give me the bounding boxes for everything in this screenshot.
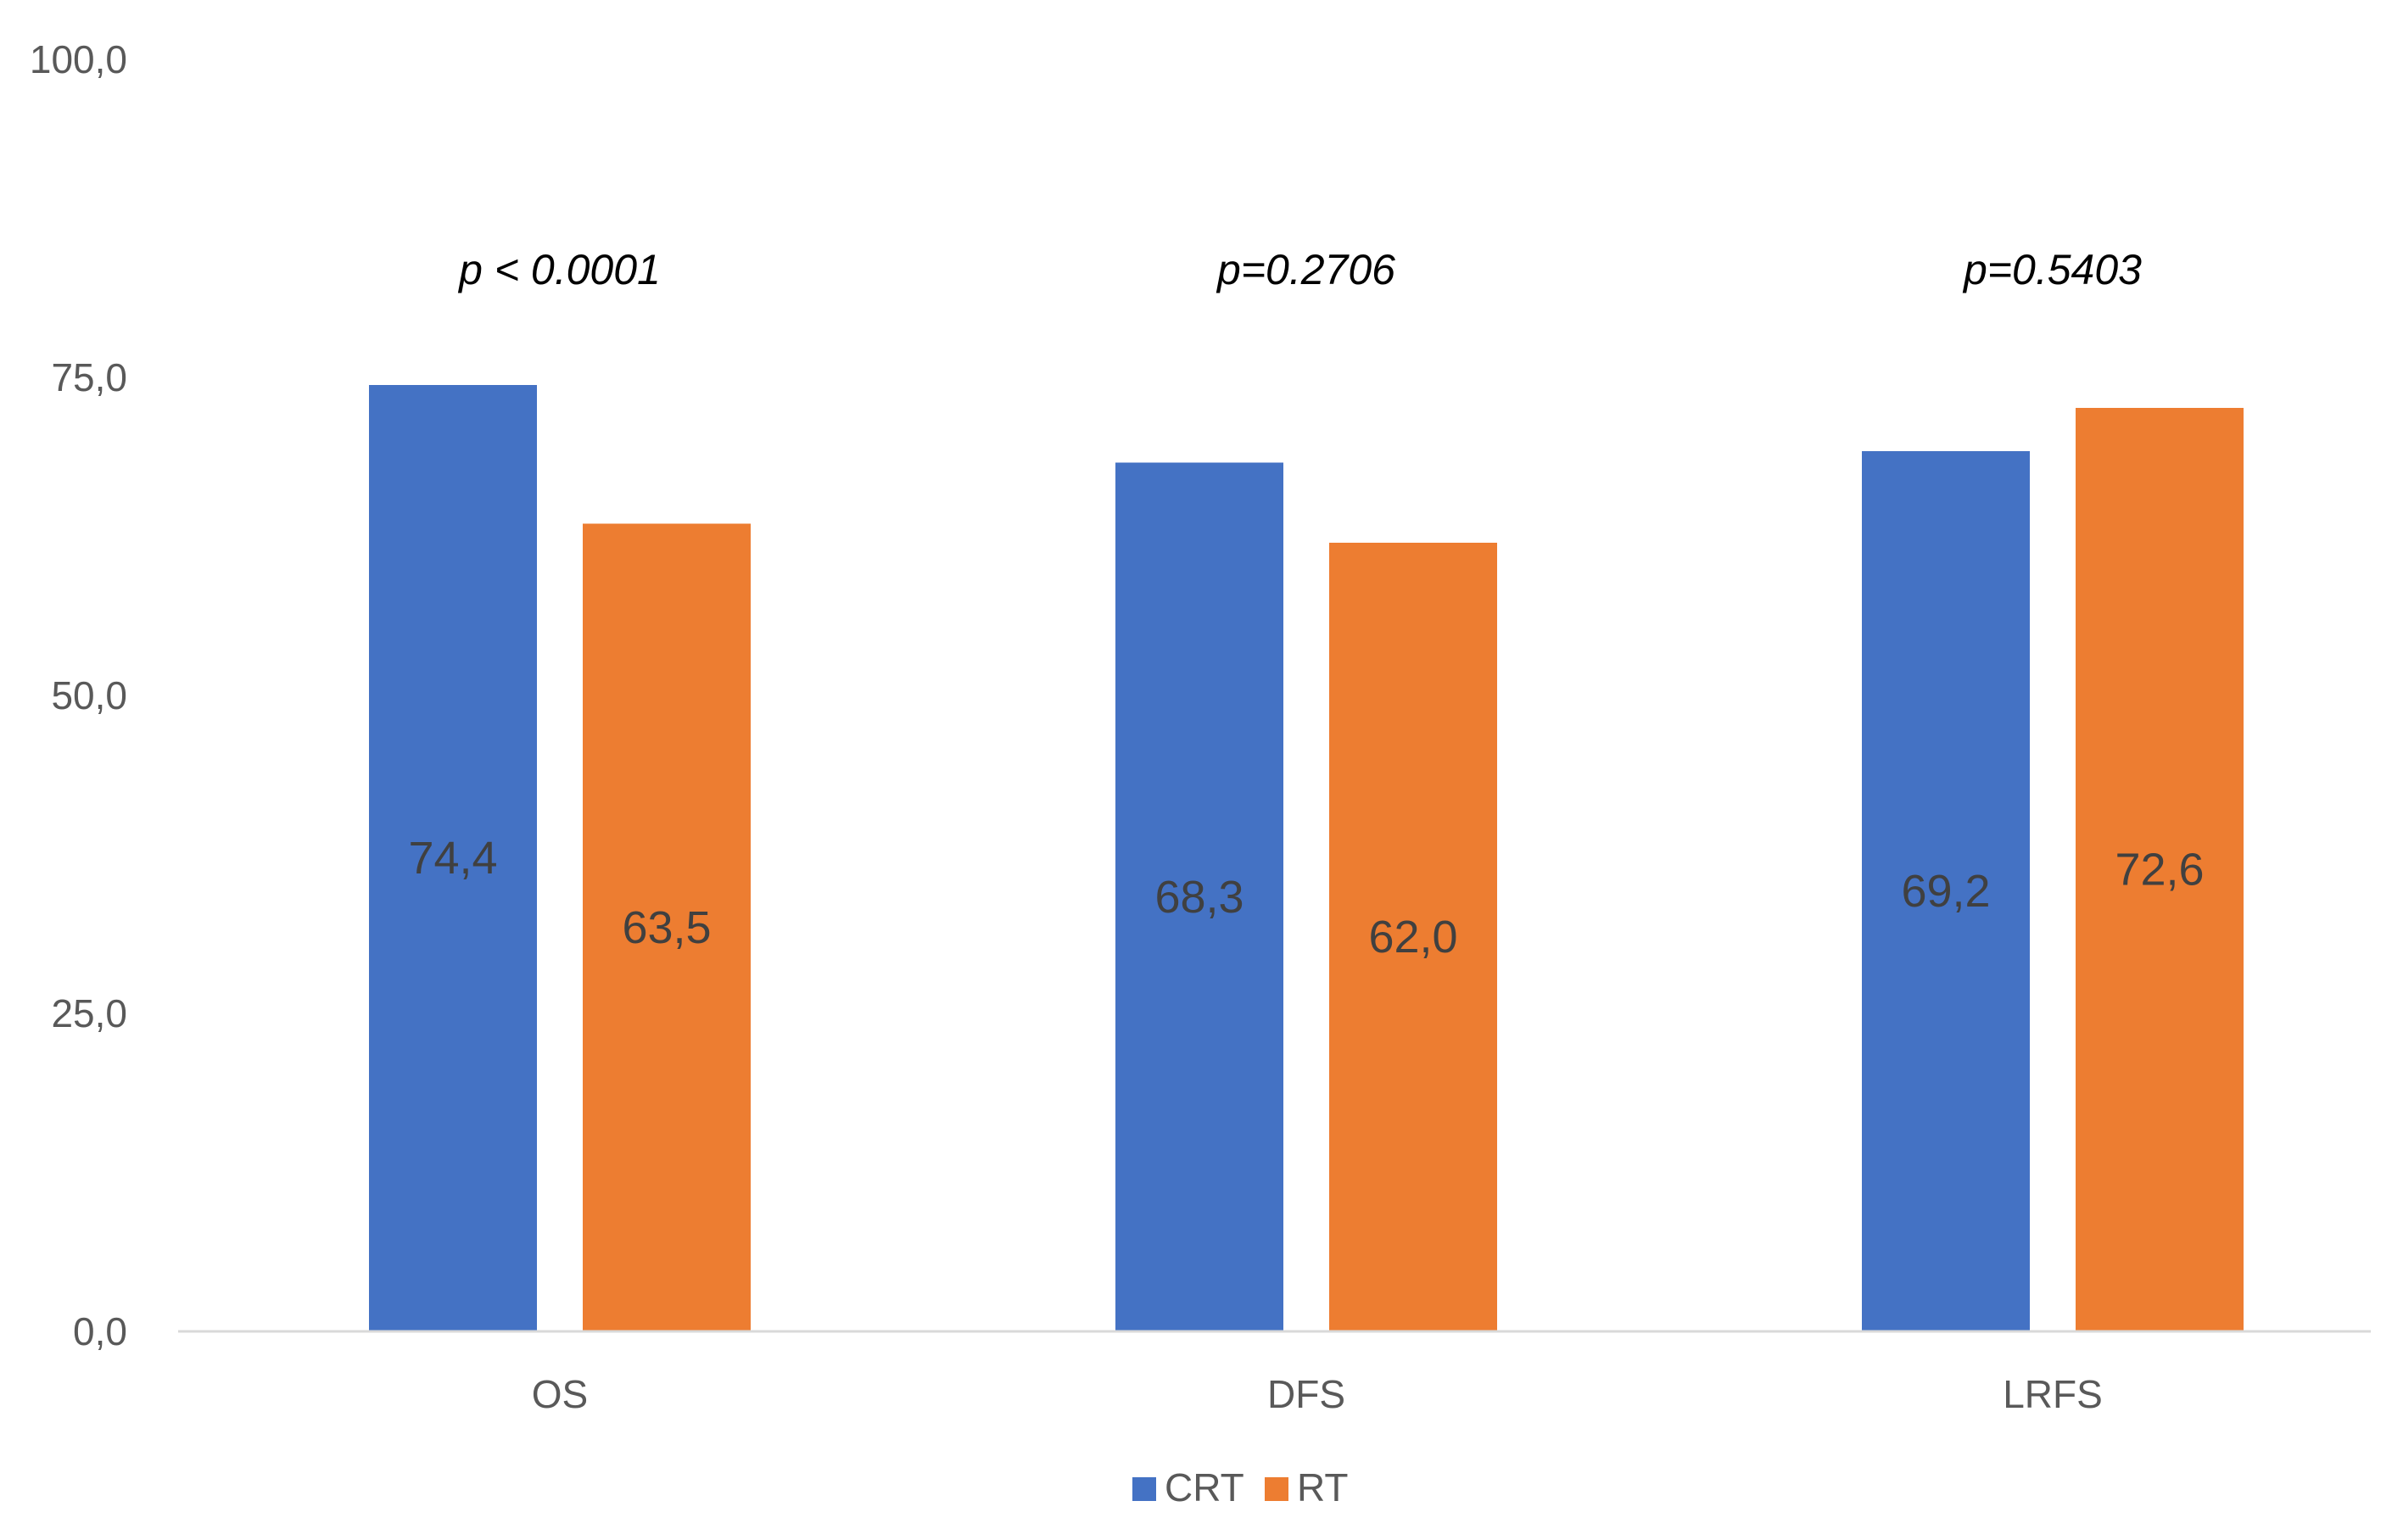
bar-rt-dfs — [1329, 543, 1497, 1331]
data-label-rt-lrfs: 72,6 — [2115, 845, 2204, 896]
p-value-annotation: p < 0.0001 — [457, 246, 661, 293]
y-tick-label: 75,0 — [51, 355, 127, 399]
x-tick-label: OS — [532, 1372, 588, 1416]
y-tick-label: 50,0 — [51, 673, 127, 717]
x-tick-label: DFS — [1267, 1372, 1345, 1416]
data-labels: 74,4 63,5 68,3 62,0 69,2 72,6 — [408, 833, 2204, 962]
data-label-rt-os: 63,5 — [622, 902, 711, 953]
bar-rt-os — [583, 523, 751, 1331]
p-value-annotation: p=0.5403 — [1962, 246, 2142, 293]
y-tick-label: 100,0 — [30, 37, 127, 81]
legend-swatch-crt — [1132, 1477, 1156, 1501]
bar-crt-dfs — [1115, 462, 1283, 1331]
p-value-annotation: p=0.2706 — [1216, 246, 1395, 293]
y-tick-label: 0,0 — [73, 1309, 127, 1353]
y-tick-label: 25,0 — [51, 991, 127, 1035]
legend-label-crt: CRT — [1165, 1465, 1244, 1509]
p-value-annotations: p < 0.0001 p=0.2706 p=0.5403 — [457, 246, 2142, 293]
data-label-crt-lrfs: 69,2 — [1901, 866, 1990, 917]
bar-crt-lrfs — [1862, 451, 2030, 1331]
x-tick-label: LRFS — [2003, 1372, 2103, 1416]
data-label-crt-dfs: 68,3 — [1154, 872, 1244, 923]
data-label-rt-dfs: 62,0 — [1368, 912, 1457, 962]
legend-swatch-rt — [1265, 1477, 1288, 1501]
x-axis-category-labels: OS DFS LRFS — [532, 1372, 2103, 1416]
bar-rt-lrfs — [2076, 408, 2244, 1331]
legend-label-rt: RT — [1297, 1465, 1349, 1509]
bar-crt-os — [369, 385, 537, 1331]
legend: CRT RT — [1132, 1465, 1349, 1509]
y-axis-ticks: 0,0 25,0 50,0 75,0 100,0 — [30, 37, 127, 1353]
data-label-crt-os: 74,4 — [408, 833, 497, 884]
bars — [369, 385, 2244, 1331]
